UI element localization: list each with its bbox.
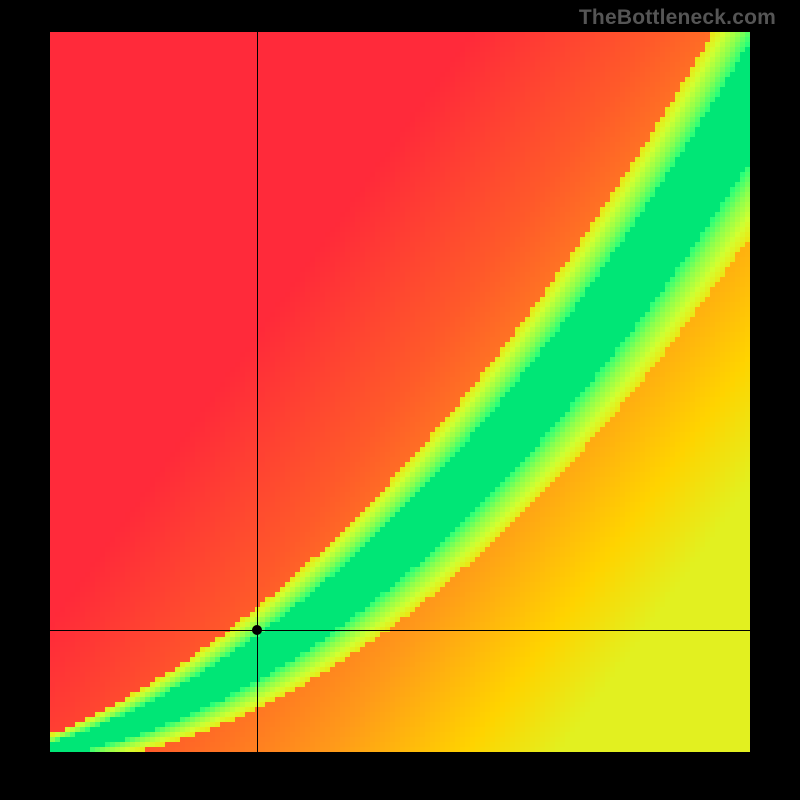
watermark-text: TheBottleneck.com	[579, 6, 776, 30]
current-point-marker	[252, 625, 262, 635]
crosshair-horizontal	[50, 630, 750, 631]
bottleneck-heatmap	[50, 32, 750, 752]
heatmap-canvas	[50, 32, 750, 752]
crosshair-vertical	[257, 32, 258, 752]
